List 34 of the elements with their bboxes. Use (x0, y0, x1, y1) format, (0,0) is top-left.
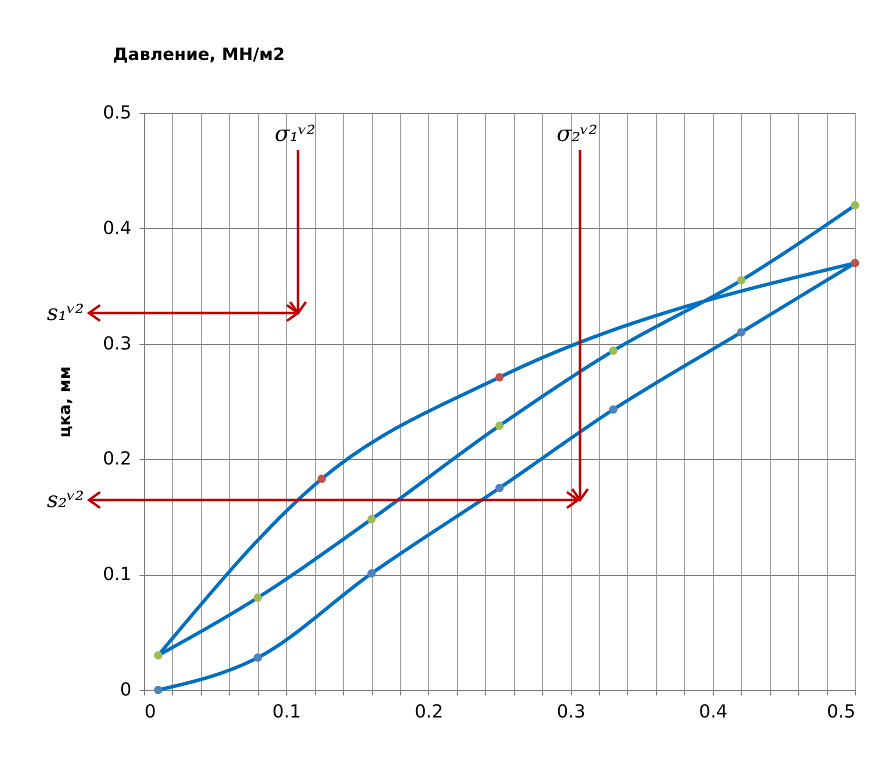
point (850, 201, 860, 210)
x-tick-label: 0.1 (272, 702, 302, 722)
point (737, 276, 746, 285)
point (495, 422, 504, 430)
x-tick-label: 0.2 (414, 702, 444, 722)
annotation: σ₂ᵛ² (556, 122, 598, 147)
y-axis-title: цка, мм (54, 366, 74, 438)
point (254, 594, 262, 602)
y-tick-label: 0.3 (102, 333, 132, 354)
y-tick-label: 0.1 (102, 564, 132, 586)
x-tick-label: 0.4 (698, 702, 728, 722)
y-tick-label: 0 (120, 680, 132, 700)
point (495, 484, 504, 492)
point (318, 474, 326, 483)
point (609, 346, 618, 355)
x-tick-label: 0.5 (826, 702, 856, 722)
point (367, 569, 376, 578)
chart-title: Давление, МН/м2 (112, 45, 285, 65)
point (154, 686, 162, 694)
x-tick-label: 0.3 (556, 702, 586, 722)
y-tick-label: 0.5 (102, 102, 132, 124)
x-tick-label: 0 (144, 702, 156, 722)
point (609, 405, 618, 414)
point (737, 328, 746, 336)
y-tick-label: 0.2 (102, 448, 132, 470)
annotation: σ₁ᵛ² (274, 122, 316, 147)
point (154, 651, 162, 660)
text: s₁ᵛ² (46, 301, 84, 326)
text: s₂ᵛ² (46, 488, 84, 513)
y-tick-label: 0.4 (102, 218, 132, 239)
point (850, 258, 860, 268)
point (367, 515, 376, 524)
point (495, 373, 504, 382)
point (254, 654, 262, 662)
